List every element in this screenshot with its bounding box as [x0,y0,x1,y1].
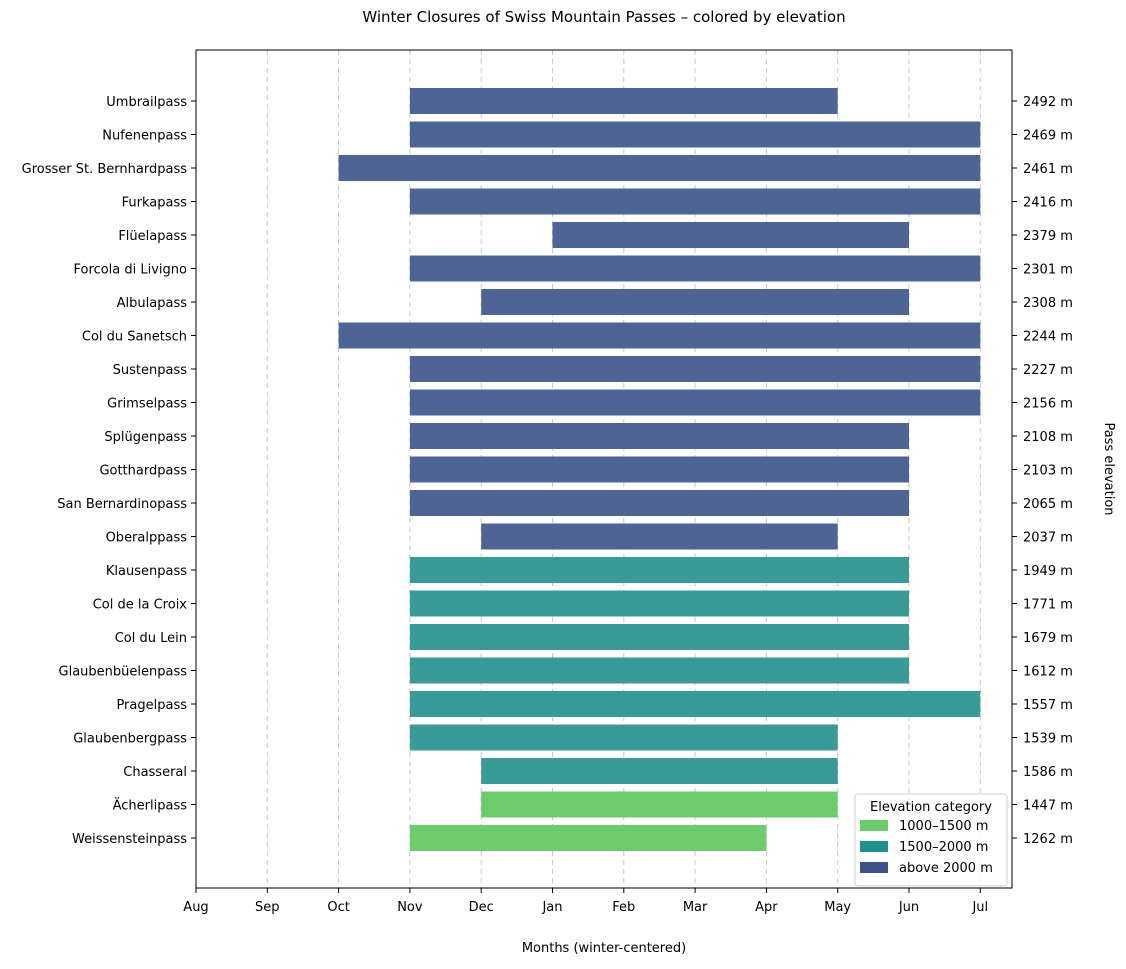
x-tick-label-aug: Aug [183,900,208,915]
bar-weissensteinpass [409,825,767,851]
pass-label-col-de-la-croix: Col de la Croix [93,598,188,613]
legend-title: Elevation category [870,800,992,815]
elevation-label-splugenpass: 2108 m [1023,430,1073,445]
x-tick-label-jul: Jul [971,900,988,915]
x-tick-label-apr: Apr [755,900,778,915]
bar-san-bernardinopass [409,490,909,516]
bar-sustenpass [409,356,981,382]
bars-layer [338,88,981,851]
pass-label-splugenpass: Splügenpass [104,430,187,445]
elevation-label-klausenpass: 1949 m [1023,564,1073,579]
elevation-label-san-bernardinopass: 2065 m [1023,497,1073,512]
elevation-label-grimselpass: 2156 m [1023,397,1073,412]
bar-grosser-st-bernhardpass [338,155,981,181]
elevation-label-col-du-sanetsch: 2244 m [1023,330,1073,345]
bar-oberalppass [481,523,838,550]
elevation-label-nufenenpass: 2469 m [1023,129,1073,144]
x-axis: Aug Sep Oct Nov Dec Jan Feb Mar Apr May Jun Jul [183,888,988,915]
pass-label-col-du-lein: Col du Lein [115,631,187,646]
bar-gotthardpass [409,456,909,483]
legend-swatch-above-2000-m [860,862,888,873]
elevation-label-umbrailpass: 2492 m [1023,95,1073,110]
x-tick-label-dec: Dec [469,900,494,915]
elevation-label-glaubenbergpass: 1539 m [1023,732,1073,747]
bar-acherlipass [481,791,838,818]
elevation-label-col-du-lein: 1679 m [1023,631,1073,646]
pass-label-san-bernardinopass: San Bernardinopass [57,497,187,512]
x-tick-label-jun: Jun [898,900,919,915]
bar-nufenenpass [409,121,981,148]
pass-label-albulapass: Albulapass [117,296,188,311]
pass-label-furkapass: Furkapass [122,196,188,211]
bar-col-du-sanetsch [338,322,981,349]
legend-label-1000-1500-m: 1000–1500 m [899,819,988,834]
bar-glaubenbuelenpass [409,657,909,684]
bar-fluelapass [552,222,909,248]
pass-label-klausenpass: Klausenpass [106,564,187,579]
bar-forcola-di-livigno [409,255,981,282]
elevation-label-albulapass: 2308 m [1023,296,1073,311]
pass-label-glaubenbergpass: Glaubenbergpass [73,732,187,747]
x-tick-label-oct: Oct [327,900,349,915]
y-axis-right: 2492 m 2469 m 2461 m 2416 m 2379 m 2301 m 2308… [1012,95,1073,847]
bar-albulapass [481,289,909,315]
bar-pragelpass [409,691,981,717]
x-tick-label-feb: Feb [612,900,635,915]
legend-swatch-1000-1500-m [860,820,888,831]
bar-furkapass [409,188,981,215]
elevation-label-furkapass: 2416 m [1023,196,1073,211]
pass-label-umbrailpass: Umbrailpass [106,95,187,110]
elevation-label-sustenpass: 2227 m [1023,363,1073,378]
pass-label-col-du-sanetsch: Col du Sanetsch [82,330,187,345]
y-axis-left: Umbrailpass Nufenenpass Grosser St. Bernha… [22,95,196,847]
bar-col-de-la-croix [409,590,909,617]
pass-label-grimselpass: Grimselpass [107,397,187,412]
x-tick-label-mar: Mar [683,900,708,915]
pass-label-sustenpass: Sustenpass [113,363,188,378]
legend-box [854,793,1008,887]
pass-label-fluelapass: Flüelapass [118,229,187,244]
elevation-label-fluelapass: 2379 m [1023,229,1073,244]
bar-umbrailpass [409,88,838,114]
elevation-label-glaubenbuelenpass: 1612 m [1023,665,1073,680]
pass-label-pragelpass: Pragelpass [116,698,187,713]
bar-grimselpass [409,389,981,416]
elevation-label-gotthardpass: 2103 m [1023,464,1073,479]
elevation-label-acherlipass: 1447 m [1023,799,1073,814]
x-tick-label-sep: Sep [255,900,280,915]
elevation-label-weissensteinpass: 1262 m [1023,832,1073,847]
pass-label-grosser-st-bernhardpass: Grosser St. Bernhardpass [22,162,188,177]
legend: Elevation category 1000–1500 m 1500–2000 m… [854,793,1008,887]
pass-label-oberalppass: Oberalppass [106,531,188,546]
pass-label-acherlipass: Ächerlipass [113,798,188,814]
legend-label-1500-2000-m: 1500–2000 m [899,840,988,855]
legend-label-above-2000-m: above 2000 m [899,861,993,876]
elevation-label-pragelpass: 1557 m [1023,698,1073,713]
bar-chasseral [481,758,838,784]
pass-label-chasseral: Chasseral [123,765,187,780]
bar-klausenpass [409,557,909,583]
elevation-label-grosser-st-bernhardpass: 2461 m [1023,162,1073,177]
x-tick-label-may: May [824,900,851,915]
pass-label-nufenenpass: Nufenenpass [102,129,187,144]
pass-label-forcola-di-livigno: Forcola di Livigno [74,263,187,278]
x-axis-label: Months (winter-centered) [522,941,686,956]
pass-label-gotthardpass: Gotthardpass [99,464,187,479]
y-axis-right-label: Pass elevation [1101,422,1116,515]
bar-glaubenbergpass [409,724,838,751]
bar-col-du-lein [409,624,909,650]
pass-label-weissensteinpass: Weissensteinpass [72,832,187,847]
elevation-label-chasseral: 1586 m [1023,765,1073,780]
legend-swatch-1500-2000-m [860,841,888,852]
pass-label-glaubenbuelenpass: Glaubenbüelenpass [59,665,188,680]
elevation-label-col-de-la-croix: 1771 m [1023,598,1073,613]
elevation-label-forcola-di-livigno: 2301 m [1023,263,1073,278]
x-tick-label-jan: Jan [541,900,562,915]
chart-title: Winter Closures of Swiss Mountain Passes… [362,8,845,26]
bar-splugenpass [409,423,909,449]
elevation-label-oberalppass: 2037 m [1023,531,1073,546]
x-tick-label-nov: Nov [397,900,423,915]
